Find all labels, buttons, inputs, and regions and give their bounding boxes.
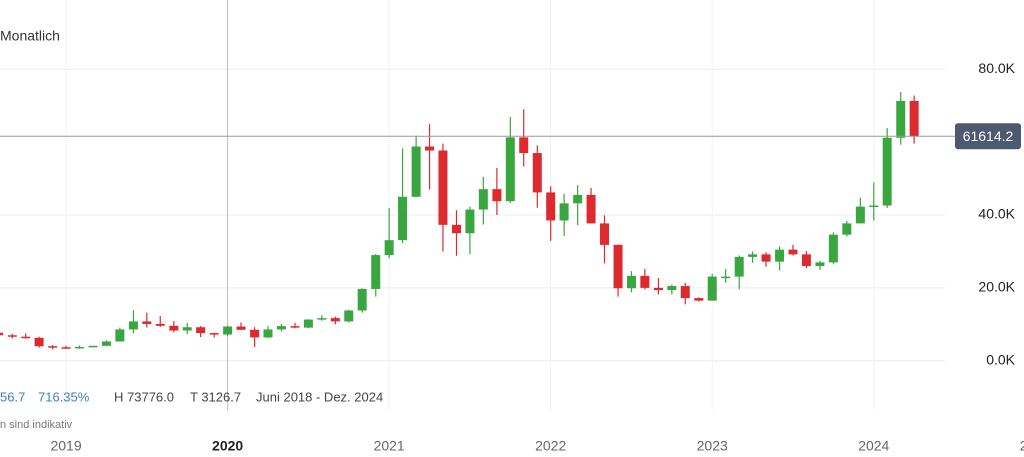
candle-body xyxy=(169,325,179,331)
candle-body xyxy=(223,326,233,335)
candle-body xyxy=(465,209,475,234)
candle-body xyxy=(667,286,677,291)
price-tag-label: 61614.2 xyxy=(963,128,1014,144)
stat-percent: 716.35% xyxy=(38,389,90,404)
stat-change: 56.7 xyxy=(0,389,25,404)
candle-body xyxy=(748,254,758,257)
x-tick-label: 2025 xyxy=(1020,438,1024,454)
x-tick-label: 2020 xyxy=(212,438,243,454)
candle-body xyxy=(478,189,488,210)
x-tick-label: 2022 xyxy=(535,438,566,454)
candle-body xyxy=(842,223,852,235)
candle-body xyxy=(101,341,111,346)
candle-body xyxy=(775,249,785,262)
candle-body xyxy=(209,333,219,335)
stat-high: H 73776.0 xyxy=(114,389,174,404)
candle-body xyxy=(357,288,367,311)
candle-body xyxy=(88,345,98,348)
candle-body xyxy=(317,318,327,320)
candle-body xyxy=(7,335,17,337)
candle-body xyxy=(438,150,448,225)
candle-body xyxy=(61,347,71,349)
price-tag xyxy=(955,123,1021,150)
candle-body xyxy=(452,224,462,234)
candle-body xyxy=(761,254,771,262)
y-tick-label: 20.0K xyxy=(978,279,1015,295)
candle-body xyxy=(398,196,408,241)
candle-body xyxy=(573,194,583,204)
candle-body xyxy=(613,244,623,289)
candle-body xyxy=(721,276,731,279)
x-tick-label: 2021 xyxy=(374,438,405,454)
candle-body xyxy=(546,192,556,221)
candle-body xyxy=(276,326,286,330)
candle-body xyxy=(599,223,609,245)
stat-low: T 3126.7 xyxy=(190,389,241,404)
candle-body xyxy=(734,256,744,277)
candle-body xyxy=(344,310,354,322)
interval-label: Monatlich xyxy=(0,28,60,44)
candle-body xyxy=(303,319,313,328)
candle-body xyxy=(707,276,717,301)
candle-body xyxy=(788,249,798,255)
candle-body xyxy=(532,153,542,193)
candle-body xyxy=(801,254,811,267)
candle-body xyxy=(34,337,44,347)
candle-body xyxy=(694,298,704,301)
candle-body xyxy=(250,329,260,338)
candle-body xyxy=(155,323,165,326)
candle-body xyxy=(828,234,838,263)
candle-body xyxy=(626,275,636,289)
candle-body xyxy=(559,203,569,221)
candle-body xyxy=(182,327,192,331)
candle-body xyxy=(411,146,421,197)
candle-body xyxy=(505,137,515,202)
candle-body xyxy=(519,137,529,154)
candle-body xyxy=(115,329,125,342)
candle-body xyxy=(330,318,340,322)
candle-body xyxy=(290,326,300,328)
candle-body xyxy=(142,321,152,324)
candle-body xyxy=(869,205,879,208)
candle-body xyxy=(492,189,502,202)
candle-body xyxy=(74,346,84,349)
candle-body xyxy=(653,287,663,291)
candle-body xyxy=(48,346,58,348)
note: n sind indikativ xyxy=(0,419,73,431)
y-tick-label: 80.0K xyxy=(978,60,1015,76)
candle-body xyxy=(196,327,206,334)
candle-body xyxy=(896,100,906,138)
candle-body xyxy=(882,137,892,206)
candle-body xyxy=(425,146,435,151)
candle-body xyxy=(236,326,246,330)
candle-body xyxy=(586,194,596,224)
candle-body xyxy=(371,255,381,289)
candle-body xyxy=(680,286,690,299)
candles xyxy=(0,91,919,350)
stat-range: Juni 2018 - Dez. 2024 xyxy=(256,389,383,404)
candle-body xyxy=(815,262,825,267)
candle-body xyxy=(640,275,650,288)
candle-body xyxy=(263,329,273,338)
candle-body xyxy=(855,206,865,224)
candle-body xyxy=(21,336,31,339)
candle-body xyxy=(909,100,919,137)
candle-body xyxy=(384,240,394,256)
y-tick-label: 0.0K xyxy=(986,351,1015,367)
x-tick-label: 2023 xyxy=(697,438,728,454)
candle-body xyxy=(0,332,4,336)
x-tick-label: 2024 xyxy=(858,438,889,454)
x-tick-label: 2019 xyxy=(50,438,81,454)
candle-body xyxy=(128,321,138,330)
y-tick-label: 40.0K xyxy=(978,206,1015,222)
